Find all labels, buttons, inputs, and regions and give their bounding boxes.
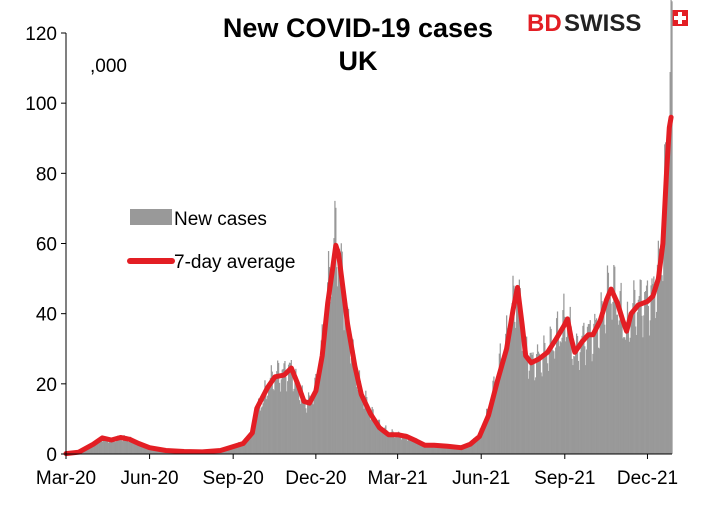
- unit-label: ,000: [90, 56, 127, 77]
- legend-item-7-day-average: 7-day average: [130, 252, 295, 273]
- y-tick-label: 80: [36, 164, 57, 185]
- y-ticks: 0 20 40 60 80 100 120: [25, 24, 66, 466]
- legend-swatch-new-cases: [130, 209, 172, 225]
- legend-item-new-cases: New cases: [130, 209, 267, 230]
- y-tick-label: 20: [36, 375, 57, 396]
- y-tick-label: 120: [25, 24, 57, 45]
- chart-title-line2: UK: [339, 46, 378, 76]
- x-ticks: Mar-20 Jun-20 Sep-20 Dec-20 Mar-21 Jun-21 Sep-…: [36, 454, 678, 489]
- x-tick-label: Jun-21: [452, 468, 510, 489]
- x-tick-label: Mar-21: [368, 468, 428, 489]
- y-tick-label: 0: [46, 445, 57, 466]
- logo-text-bd: BD: [527, 10, 562, 37]
- x-tick-label: Sep-21: [534, 468, 595, 489]
- y-tick-label: 60: [36, 235, 57, 256]
- x-tick-label: Mar-20: [36, 468, 96, 489]
- x-tick-label: Dec-21: [617, 468, 678, 489]
- chart-title-line1: New COVID-19 cases: [223, 13, 493, 43]
- y-tick-label: 40: [36, 305, 57, 326]
- legend: New cases 7-day average: [130, 209, 295, 273]
- new-cases-bar: [671, 1, 672, 454]
- y-tick-label: 100: [25, 94, 57, 115]
- logo-text-swiss: SWISS: [564, 10, 641, 37]
- x-tick-label: Sep-20: [203, 468, 264, 489]
- x-tick-label: Jun-20: [121, 468, 179, 489]
- bdswiss-logo: BD SWISS: [527, 10, 688, 37]
- x-tick-label: Dec-20: [285, 468, 346, 489]
- legend-label-new-cases: New cases: [174, 209, 267, 230]
- legend-label-7-day-average: 7-day average: [174, 252, 295, 273]
- swiss-cross-icon: [672, 10, 688, 26]
